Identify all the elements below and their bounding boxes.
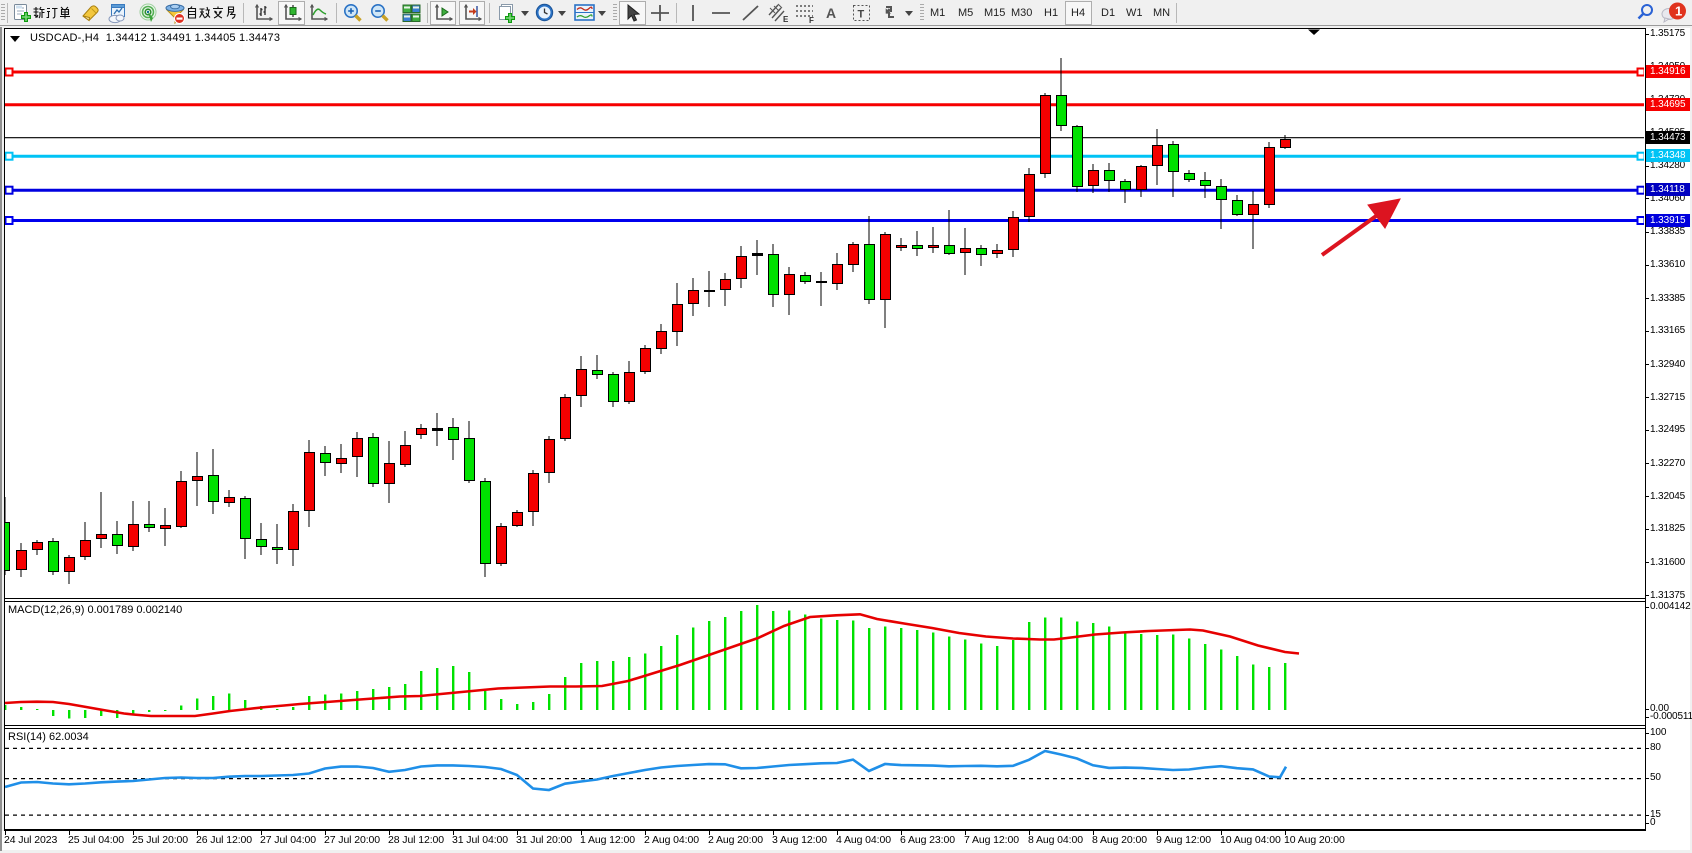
svg-text:F: F (809, 16, 814, 24)
svg-text:E: E (783, 15, 789, 24)
svg-text:1: 1 (1675, 4, 1682, 19)
svg-text:T: T (858, 9, 865, 21)
